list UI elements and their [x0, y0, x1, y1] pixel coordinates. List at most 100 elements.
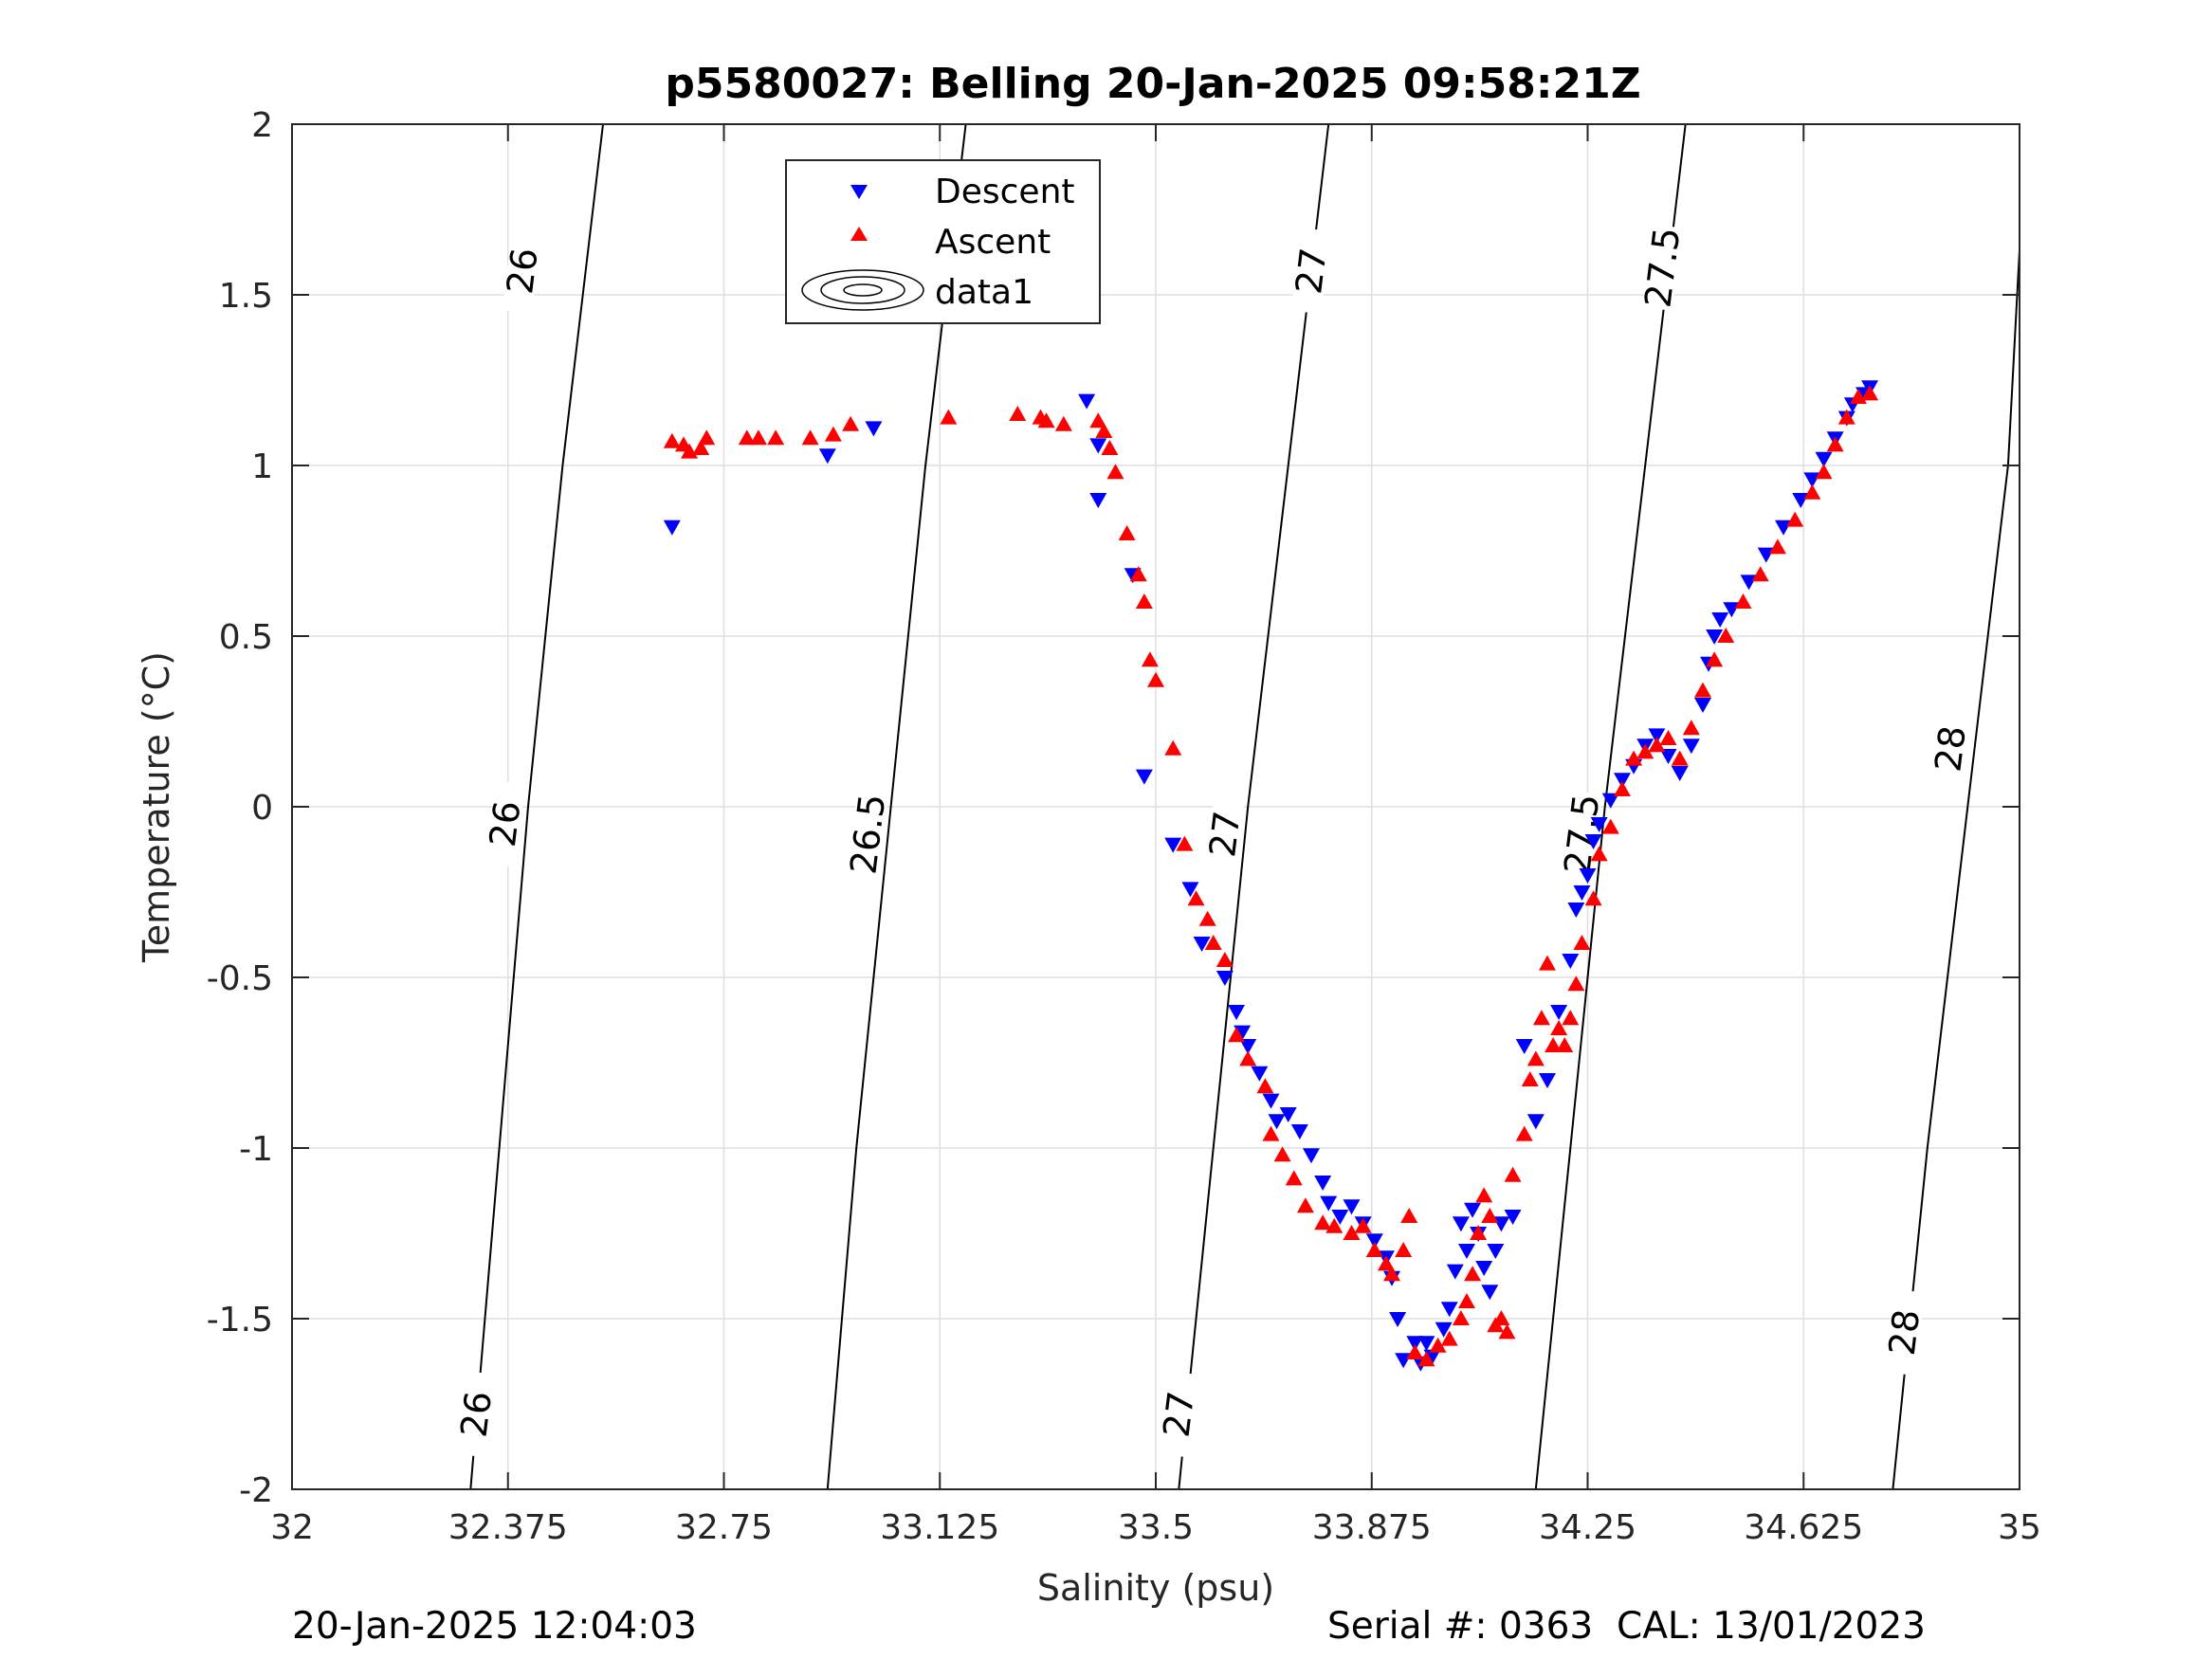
- ascent-point: [1659, 730, 1677, 745]
- ascent-point: [1273, 1146, 1291, 1162]
- ascent-point: [1826, 436, 1844, 452]
- ascent-point: [1365, 1242, 1383, 1257]
- contour-label: 27.5: [1556, 792, 1607, 876]
- ascent-point: [767, 429, 785, 446]
- x-axis-ticks: 32 32.375 32.75 33.125 33.5 33.875 34.25 34.625…: [270, 124, 2041, 1547]
- ascent-point: [1573, 935, 1591, 950]
- ascent-point: [1354, 1217, 1372, 1233]
- ascent-point: [1440, 1330, 1458, 1346]
- descent-point: [1268, 1114, 1286, 1130]
- ascent-point: [1682, 720, 1700, 736]
- ascent-point: [1475, 1187, 1493, 1203]
- ascent-point: [1262, 1125, 1280, 1141]
- legend-contour-icon: [801, 269, 924, 311]
- descent-point: [1446, 1264, 1464, 1280]
- ascent-point: [663, 432, 681, 448]
- descent-point: [1757, 547, 1775, 563]
- ascent-series: [663, 385, 1879, 1367]
- ascent-point: [1141, 651, 1159, 667]
- contour-label-background: [1204, 791, 1246, 878]
- ascent-point: [1216, 952, 1234, 967]
- ascent-point: [1198, 910, 1216, 926]
- ascent-point: [1101, 440, 1119, 455]
- contour-label: 27: [1201, 809, 1249, 859]
- ascent-point: [1129, 566, 1147, 582]
- x-tick-label: 32.375: [448, 1508, 568, 1547]
- ascent-point: [1734, 593, 1752, 609]
- descent-point: [1365, 1233, 1383, 1249]
- descent-point: [1302, 1148, 1320, 1164]
- descent-point: [1659, 749, 1677, 764]
- ascent-point: [1464, 1266, 1482, 1282]
- ascent-point: [1584, 890, 1602, 906]
- ascent-point: [1377, 1255, 1395, 1271]
- y-tick-label: 0: [251, 789, 273, 828]
- descent-point: [1290, 1124, 1308, 1139]
- ascent-point: [1147, 671, 1164, 687]
- ascent-point: [801, 429, 819, 446]
- ascent-point: [749, 429, 767, 446]
- descent-point: [1475, 1261, 1493, 1276]
- ascent-point: [1325, 1217, 1344, 1233]
- ascent-point: [1089, 412, 1107, 428]
- ascent-point: [1693, 682, 1711, 698]
- ascent-point: [824, 426, 842, 442]
- descent-point: [1693, 698, 1711, 713]
- ascent-point: [1452, 1310, 1470, 1325]
- descent-point: [1567, 902, 1585, 918]
- ascent-point: [1429, 1337, 1447, 1353]
- y-tick-label: 1.5: [219, 277, 273, 316]
- y-tick-label: -1: [239, 1130, 273, 1169]
- ascent-point: [1717, 628, 1735, 643]
- ascent-point: [1256, 1078, 1274, 1094]
- descent-point: [1234, 1025, 1252, 1041]
- ascent-point: [1470, 1225, 1488, 1240]
- contour-label-background: [1562, 791, 1602, 878]
- descent-point: [1452, 1216, 1470, 1232]
- ascent-point: [1861, 385, 1879, 401]
- contour-line-27: [1178, 123, 1330, 1490]
- x-tick-label: 33.5: [1118, 1508, 1194, 1547]
- contour-label: 27: [1156, 1389, 1203, 1439]
- ascent-point: [1751, 566, 1769, 582]
- descent-point: [1706, 629, 1724, 645]
- descent-point: [1481, 1285, 1499, 1301]
- descent-point: [1457, 1244, 1475, 1259]
- y-tick-label: 1: [251, 447, 273, 486]
- ascent-point: [1296, 1197, 1314, 1213]
- ascent-point: [1095, 423, 1113, 438]
- descent-point: [1671, 766, 1689, 781]
- contour-line-27.5: [1534, 123, 1687, 1490]
- descent-point: [1815, 451, 1833, 467]
- ascent-point: [1562, 1010, 1580, 1026]
- contour-label-background: [1929, 705, 1971, 793]
- descent-point: [1279, 1107, 1297, 1122]
- descent-point: [1613, 773, 1631, 789]
- descent-point: [1314, 1176, 1332, 1191]
- ascent-point: [1545, 1037, 1563, 1052]
- descent-point: [1774, 520, 1792, 536]
- y-tick-label: 2: [251, 106, 273, 145]
- descent-point: [1406, 1336, 1424, 1352]
- descent-point: [1803, 472, 1821, 488]
- descent-point: [818, 448, 836, 465]
- contour-line-26: [469, 123, 604, 1490]
- contour-label-background: [1642, 224, 1683, 311]
- descent-point: [1135, 769, 1153, 785]
- ascent-point: [1648, 737, 1666, 753]
- descent-point: [1648, 728, 1666, 744]
- ascent-point: [1837, 409, 1856, 425]
- contour-label-background: [456, 1371, 497, 1458]
- ascent-point: [1135, 593, 1153, 609]
- x-axis-label: Salinity (psu): [1037, 1567, 1274, 1609]
- ascent-point: [1417, 1351, 1435, 1367]
- descent-point: [1228, 1005, 1246, 1020]
- contour-label-background: [848, 791, 888, 878]
- footer-serial-calibration: Serial #: 0363 CAL: 13/01/2023: [1327, 1605, 1926, 1648]
- ascent-point: [1009, 406, 1027, 421]
- ascent-point: [1498, 1323, 1516, 1340]
- descent-point: [1573, 885, 1591, 901]
- contour-label: 26: [499, 246, 546, 296]
- ascent-point: [1815, 464, 1833, 480]
